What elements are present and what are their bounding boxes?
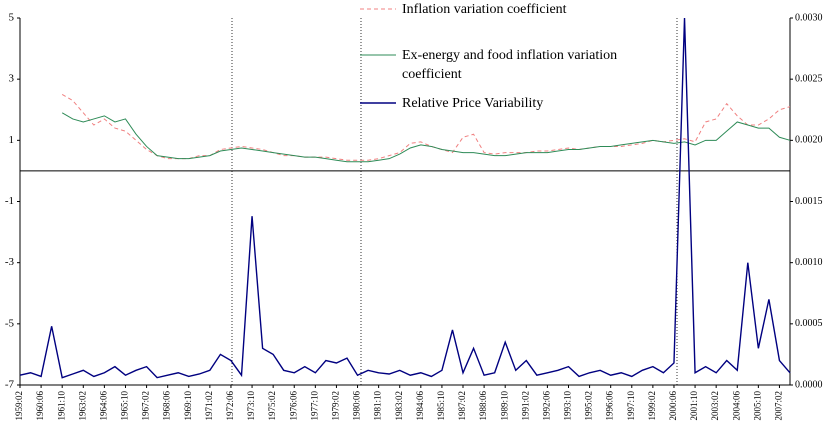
y-tick-label: -3 xyxy=(5,256,15,268)
x-tick-label: 1964:06 xyxy=(98,391,108,421)
x-tick-label: 1997:10 xyxy=(626,391,636,421)
legend-item: Relative Price Variability xyxy=(360,94,680,113)
x-tick-label: 1991:02 xyxy=(520,391,530,421)
y-tick-label: 3 xyxy=(9,73,15,85)
series-line xyxy=(19,17,791,379)
x-tick-label: 1988:06 xyxy=(478,391,488,421)
x-tick-label: 2000:06 xyxy=(668,391,678,421)
x-tick-label: 1971:02 xyxy=(204,391,214,421)
x-tick-label: 1965:10 xyxy=(120,391,130,421)
y2-tick-label: 0.0030 xyxy=(795,12,823,23)
x-tick-label: 1996:06 xyxy=(605,391,615,421)
series-line xyxy=(61,112,791,163)
legend-swatch xyxy=(360,54,396,56)
legend-item: Ex-energy and food inflation variation c… xyxy=(360,46,680,84)
x-tick-label: 1969:10 xyxy=(183,391,193,421)
x-tick-label: 1980:06 xyxy=(352,391,362,421)
x-tick-label: 1977:10 xyxy=(309,391,319,421)
x-tick-label: 1989:10 xyxy=(499,391,509,421)
x-tick-label: 1999:02 xyxy=(647,391,657,421)
x-tick-label: 1981:10 xyxy=(373,391,383,421)
x-tick-label: 2005:10 xyxy=(752,391,762,421)
y2-tick-label: 0.0000 xyxy=(795,379,823,390)
x-tick-label: 1987:02 xyxy=(457,391,467,421)
x-tick-label: 1968:06 xyxy=(162,391,172,421)
legend-label: Inflation variation coefficient xyxy=(402,2,567,17)
x-tick-label: 2001:10 xyxy=(689,391,699,421)
x-tick-label: 1976:06 xyxy=(288,391,298,421)
x-tick-label: 2004:06 xyxy=(731,391,741,421)
x-tick-label: 1972:06 xyxy=(225,391,235,421)
x-tick-label: 1992:06 xyxy=(541,391,551,421)
x-tick-label: 2003:02 xyxy=(710,391,720,421)
y-tick-label: 1 xyxy=(9,134,15,146)
x-tick-label: 1975:02 xyxy=(267,391,277,421)
x-tick-label: 1985:10 xyxy=(436,391,446,421)
legend-item: Inflation variation coefficient xyxy=(360,0,680,19)
y2-tick-label: 0.0010 xyxy=(795,257,823,268)
x-tick-label: 1984:06 xyxy=(415,391,425,421)
x-tick-label: 1993:10 xyxy=(563,391,573,421)
y2-tick-label: 0.0020 xyxy=(795,135,823,146)
x-tick-label: 1963:02 xyxy=(77,391,87,421)
x-tick-label: 2007:02 xyxy=(774,391,784,421)
y-tick-label: 5 xyxy=(9,12,15,24)
y2-tick-label: 0.0025 xyxy=(795,73,823,84)
legend-swatch xyxy=(360,102,396,104)
x-tick-label: 1959:02 xyxy=(14,391,24,421)
x-tick-label: 1983:02 xyxy=(394,391,404,421)
x-tick-label: 1967:02 xyxy=(141,391,151,421)
x-tick-label: 1979:02 xyxy=(331,391,341,421)
x-tick-label: 1961:10 xyxy=(56,391,66,421)
legend-label: Ex-energy and food inflation variation c… xyxy=(402,48,618,82)
y-tick-label: -1 xyxy=(5,195,14,207)
x-tick-label: 1973:10 xyxy=(246,391,256,421)
y2-tick-label: 0.0015 xyxy=(795,196,823,207)
y-tick-label: -7 xyxy=(5,379,15,391)
x-tick-label: 1960:06 xyxy=(35,391,45,421)
legend-label: Relative Price Variability xyxy=(402,96,544,111)
x-tick-label: 1995:02 xyxy=(584,391,594,421)
y2-tick-label: 0.0005 xyxy=(795,318,823,329)
legend-swatch xyxy=(360,8,396,10)
y-tick-label: -5 xyxy=(5,317,15,329)
